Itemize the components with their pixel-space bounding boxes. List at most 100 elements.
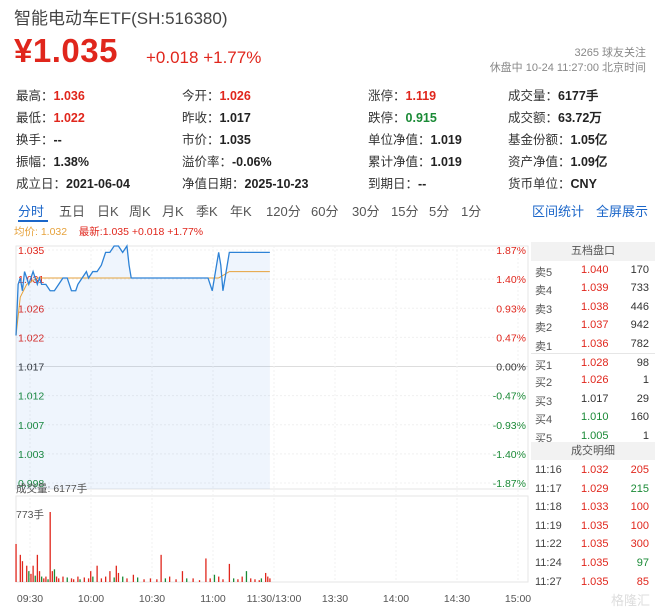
time-tick-label: 10:00 — [78, 593, 104, 605]
stat-cell: 市价：1.035 — [182, 129, 251, 148]
stat-label: 换手： — [16, 133, 54, 147]
pct-tick-label: 1.40% — [496, 274, 526, 286]
volume-bar — [218, 576, 220, 582]
volume-bar — [254, 579, 256, 582]
order-level-label: 卖1 — [535, 340, 553, 353]
tab-2[interactable]: 日K — [97, 204, 119, 219]
volume-max-label: 773手 — [16, 508, 44, 521]
tab-5[interactable]: 季K — [196, 204, 218, 219]
tab-11[interactable]: 5分 — [429, 204, 450, 219]
tab-4[interactable]: 月K — [162, 204, 184, 219]
pct-tick-label: -1.40% — [493, 449, 526, 461]
stat-cell: 累计净值：1.019 — [368, 151, 462, 170]
avg-price-line — [15, 271, 270, 336]
volume-bar — [113, 577, 115, 582]
volume-bar — [21, 561, 24, 582]
volume-pane-frame — [15, 495, 529, 583]
trade-price: 1.035 — [581, 519, 609, 532]
order-volume: 942 — [630, 319, 649, 332]
trade-time: 11:17 — [535, 482, 562, 495]
fullscreen-button[interactable]: 全屏展示 — [596, 204, 649, 219]
stat-value: 1.38% — [53, 155, 89, 169]
legend-latest: 最新:1.035 +0.018 +1.77% — [78, 226, 204, 238]
order-level-label: 买2 — [535, 377, 553, 390]
stat-label: 成交量： — [508, 89, 559, 103]
pct-tick-label: -0.47% — [493, 391, 526, 403]
trade-price: 1.029 — [581, 482, 609, 495]
trade-volume: 215 — [630, 482, 649, 495]
volume-bar — [156, 579, 158, 582]
stat-cell: 最高：1.036 — [16, 85, 85, 104]
order-price: 1.026 — [581, 374, 609, 387]
order-volume: 170 — [630, 264, 649, 276]
order-level-label: 卖5 — [535, 267, 553, 279]
volume-bar — [132, 574, 135, 582]
order-level-label: 卖3 — [535, 303, 553, 316]
order-price: 1.017 — [581, 392, 609, 405]
order-volume: 1 — [642, 429, 649, 442]
volume-bar — [269, 578, 271, 582]
tab-9[interactable]: 30分 — [352, 204, 380, 219]
trade-price: 1.035 — [581, 575, 609, 588]
tab-12[interactable]: 1分 — [461, 204, 482, 219]
stat-cell: 昨收：1.017 — [182, 107, 251, 126]
range-stats-button[interactable]: 区间统计 — [532, 204, 585, 219]
current-price: ¥1.035 — [14, 32, 118, 69]
tab-8[interactable]: 60分 — [311, 204, 339, 219]
stat-label: 单位净值： — [368, 133, 431, 147]
pct-tick-label: 0.00% — [496, 362, 526, 374]
time-tick-label: 10:30 — [139, 593, 165, 605]
order-volume: 98 — [636, 356, 649, 369]
stats-row: 振幅：1.38% 溢价率：-0.06% 累计净值：1.019 资产净值：1.09亿 — [16, 148, 656, 170]
price-line — [15, 244, 270, 336]
intraday-chart[interactable]: 1.0351.87%1.0311.40%1.0260.93%1.0220.47%… — [0, 230, 531, 615]
tab-7[interactable]: 120分 — [266, 204, 301, 219]
stat-value: 1.05亿 — [570, 133, 608, 147]
trade-time: 11:27 — [535, 575, 562, 588]
trade-price: 1.035 — [581, 538, 609, 551]
tab-3[interactable]: 周K — [129, 204, 151, 219]
volume-bar — [175, 579, 177, 582]
volume-bar — [90, 571, 92, 582]
pct-tick-label: -0.93% — [493, 420, 526, 432]
tab-1[interactable]: 五日 — [59, 204, 86, 219]
volume-bar — [209, 578, 211, 582]
volume-bar — [79, 579, 81, 582]
stat-label: 成交额： — [508, 111, 559, 125]
stats-row: 最低：1.022 昨收：1.017 跌停：0.915 成交额：63.72万 — [16, 104, 656, 126]
volume-bar — [87, 578, 90, 582]
order-level-label: 买4 — [535, 414, 553, 427]
volume-bar — [66, 577, 68, 582]
order-book-row: 买1 1.028 98 — [531, 352, 655, 372]
volume-bar — [19, 554, 21, 582]
stat-label: 振幅： — [16, 155, 54, 169]
order-volume: 446 — [630, 300, 649, 313]
tab-6[interactable]: 年K — [230, 204, 252, 219]
volume-bar — [205, 558, 207, 582]
tab-10[interactable]: 15分 — [391, 204, 419, 219]
tab-0[interactable]: 分时 — [18, 204, 45, 219]
time-tick-label: 11:30/13:00 — [247, 593, 302, 605]
time-tick-label: 13:30 — [322, 593, 348, 605]
time-tick-label: 11:00 — [200, 593, 226, 605]
volume-bar — [181, 571, 184, 582]
stat-cell: 货币单位：CNY — [508, 173, 597, 192]
time-tick-label: 09:30 — [17, 593, 43, 605]
volume-bar — [38, 571, 41, 582]
volume-bar — [45, 576, 47, 582]
chart-legend: 均价: 1.032 最新:1.035 +0.018 +1.77% — [14, 224, 203, 239]
market-status: 休盘中 10-24 11:27:00 北京时间 — [489, 62, 646, 74]
order-book-row: 卖3 1.038 446 — [531, 298, 655, 316]
trade-volume: 100 — [630, 501, 649, 514]
order-book: 五档盘口 卖5 1.040 170 卖4 1.039 733 卖3 1.038 446 卖2 1.0… — [531, 242, 655, 445]
volume-bar — [192, 578, 194, 582]
stat-label: 跌停： — [368, 111, 406, 125]
order-price: 1.039 — [581, 282, 609, 295]
order-level-label: 卖2 — [535, 322, 553, 335]
volume-bar — [43, 578, 45, 582]
follow-count[interactable]: 3265 球友关注 — [574, 47, 646, 59]
stat-label: 昨收： — [182, 111, 220, 125]
order-volume: 160 — [630, 411, 649, 424]
stat-label: 涨停： — [368, 89, 406, 103]
trade-list: 11:16 1.032 205 11:17 1.029 215 11:18 1.033 100 1… — [531, 461, 655, 591]
